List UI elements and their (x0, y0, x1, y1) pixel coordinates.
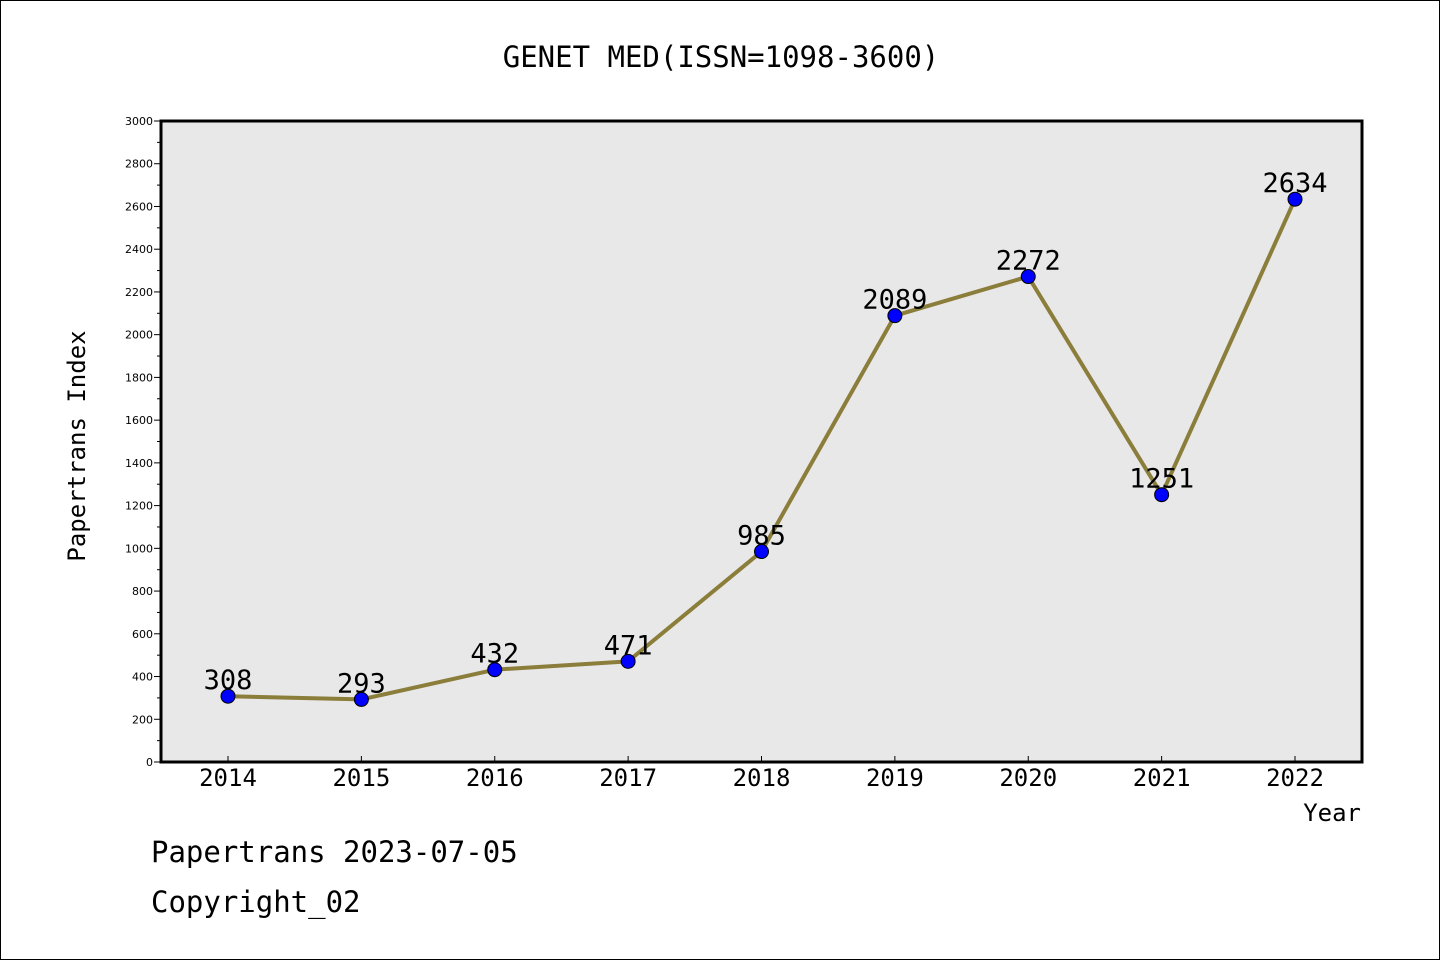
y-axis: 0 200 400 600 800 1000 1200 1400 1600 1800 2000 220… (125, 115, 161, 769)
y-axis-label: Papertrans Index (63, 330, 91, 561)
data-label: 2634 (1262, 168, 1327, 199)
data-point (353, 691, 369, 707)
y-tick-label: 0 (146, 756, 153, 769)
data-label: 985 (737, 521, 786, 552)
y-tick-label: 1800 (125, 371, 153, 384)
footer-date: Papertrans 2023-07-05 (151, 835, 518, 869)
chart-title: GENET MED(ISSN=1098-3600) (503, 40, 940, 74)
x-tick-label: 2017 (599, 764, 657, 792)
x-tick-label: 2014 (199, 764, 257, 792)
data-label: 308 (204, 665, 253, 696)
y-tick-label: 800 (132, 585, 153, 598)
data-point (1154, 487, 1170, 503)
y-tick-label: 1200 (125, 500, 153, 513)
data-label: 432 (470, 639, 519, 670)
data-label: 1251 (1129, 464, 1194, 495)
x-tick-label: 2022 (1266, 764, 1324, 792)
y-tick-label: 2000 (125, 329, 153, 342)
data-label: 2089 (862, 285, 927, 316)
y-tick-label: 2800 (125, 158, 153, 171)
data-point (887, 308, 903, 324)
data-point (487, 662, 503, 678)
x-tick-label: 2021 (1133, 764, 1191, 792)
y-tick-label: 1600 (125, 414, 153, 427)
data-point (1020, 269, 1036, 285)
y-tick-label: 2600 (125, 200, 153, 213)
x-axis-label: Year (1303, 799, 1361, 827)
data-point (620, 653, 636, 669)
y-tick-label: 3000 (125, 115, 153, 128)
data-point (1287, 191, 1303, 207)
y-tick-label: 200 (132, 713, 153, 726)
y-tick-label: 400 (132, 671, 153, 684)
y-tick-label: 2200 (125, 286, 153, 299)
data-point (220, 688, 236, 704)
data-label: 293 (337, 668, 386, 699)
y-tick-label: 600 (132, 628, 153, 641)
x-tick-label: 2020 (999, 764, 1057, 792)
y-tick-label: 2400 (125, 243, 153, 256)
x-tick-label: 2018 (733, 764, 791, 792)
plot-area (159, 119, 1364, 764)
y-tick-label: 1000 (125, 542, 153, 555)
x-tick-label: 2016 (466, 764, 524, 792)
x-tick-label: 2015 (332, 764, 390, 792)
series-group: 308 293 432 471 985 2089 2272 1251 2634 (204, 168, 1328, 707)
footer-copyright: Copyright_02 (151, 885, 361, 919)
data-label: 2272 (996, 246, 1061, 277)
x-axis: 2014 2015 2016 2017 2018 2019 2020 2021 2022 (199, 756, 1324, 792)
y-tick-label: 1400 (125, 457, 153, 470)
data-label: 471 (604, 630, 653, 661)
x-tick-label: 2019 (866, 764, 924, 792)
data-point (754, 544, 769, 560)
